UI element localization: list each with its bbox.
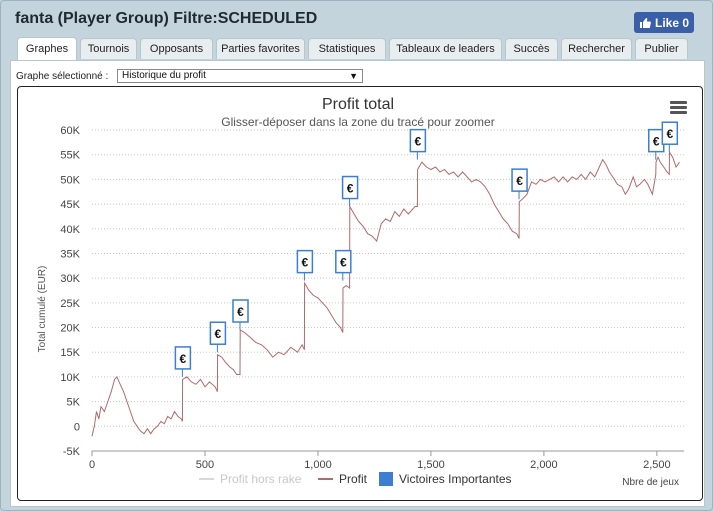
y-tick-label: -5K [63, 446, 81, 458]
y-tick-label: 50K [60, 174, 80, 186]
y-tick-label: 0 [74, 421, 80, 433]
y-tick-label: 20K [60, 323, 80, 335]
x-tick-label: 1,500 [417, 459, 445, 471]
x-tick-label: 500 [196, 459, 214, 471]
tab-opposants[interactable]: Opposants [140, 38, 213, 59]
big-win-marker[interactable]: € [232, 299, 249, 331]
y-axis-label: Total cumulé (EUR) [37, 266, 48, 353]
marker-label: € [215, 327, 222, 341]
y-tick-label: 5K [67, 397, 81, 409]
chart-menu-icon[interactable] [670, 101, 688, 115]
thumbs-up-icon [639, 17, 651, 28]
y-tick-label: 10K [60, 372, 80, 384]
x-tick-label: 2,000 [530, 459, 558, 471]
y-tick-label: 35K [60, 248, 80, 260]
chart-container[interactable]: -5K 0 5K 10K 15K 20K 25K 30K 35K 40K 45K 50K 55K 60K … [17, 86, 703, 501]
marker-label: € [237, 305, 244, 319]
facebook-like-button[interactable]: Like 0 [634, 12, 694, 33]
x-tick-label: 1,000 [304, 459, 332, 471]
tab-publier[interactable]: Publier [635, 38, 688, 59]
tab-graphes[interactable]: Graphes [17, 37, 77, 60]
legend-item-profit-hors-rake[interactable]: Profit hors rake [199, 472, 302, 486]
graph-panel: Graphe sélectionné : Historique du profi… [10, 60, 705, 507]
graph-select-value: Historique du profit [122, 70, 206, 81]
profit-chart[interactable]: -5K05K10K15K20K25K30K35K40K45K50K55K60K … [18, 87, 702, 500]
legend-item-victoires-importantes[interactable]: Victoires Importantes [379, 472, 512, 486]
big-win-marker[interactable]: € [341, 175, 359, 207]
tab-tableaux-de-leaders[interactable]: Tableaux de leaders [389, 38, 502, 59]
marker-label: € [347, 182, 354, 196]
marker-label: € [302, 256, 309, 270]
big-win-marker[interactable]: € [174, 346, 192, 377]
big-win-marker[interactable]: € [648, 128, 665, 160]
big-win-marker[interactable]: € [296, 249, 314, 281]
marker-label: € [516, 174, 523, 188]
markers-layer: € € € € € € € € € € [174, 121, 679, 377]
graph-select[interactable]: Historique du profit ▼ [117, 69, 363, 83]
dropdown-arrow-icon: ▼ [349, 71, 358, 81]
big-win-marker[interactable]: € [511, 168, 528, 200]
series-layer [91, 150, 680, 437]
marker-label: € [666, 127, 673, 141]
tab-parties-favorites[interactable]: Parties favorites [216, 38, 305, 59]
legend-label-profit-hors-rake: Profit hors rake [220, 472, 302, 486]
big-win-marker[interactable]: € [209, 321, 227, 353]
legend-label-victoires-importantes: Victoires Importantes [399, 472, 512, 486]
marker-label: € [415, 135, 422, 149]
legend-item-profit[interactable]: Profit [318, 472, 368, 486]
marker-label: € [653, 135, 660, 149]
chart-grid [92, 129, 684, 452]
tab-statistiques[interactable]: Statistiques [308, 38, 386, 59]
tab-succes[interactable]: Succès [505, 38, 558, 59]
tab-rechercher[interactable]: Rechercher [561, 38, 632, 59]
y-tick-label: 15K [60, 347, 80, 359]
y-tick-label: 55K [60, 150, 80, 162]
big-win-marker[interactable]: € [661, 121, 679, 153]
chart-subtitle: Glisser-déposer dans la zone du tracé po… [221, 115, 494, 129]
x-axis-ticks: 0 500 1,000 1,500 2,000 2,500 [89, 451, 671, 471]
x-tick-label: 2,500 [643, 459, 671, 471]
graph-select-label: Graphe sélectionné : [16, 71, 109, 82]
x-axis-label: Nbre de jeux [622, 477, 679, 488]
big-win-marker[interactable]: € [335, 249, 352, 281]
x-tick-label: 0 [89, 459, 95, 471]
like-label: Like 0 [654, 15, 690, 30]
legend: Profit hors rake Profit Victoires Import… [199, 472, 512, 486]
series-line-profit [91, 150, 680, 437]
marker-label: € [180, 352, 187, 366]
y-tick-label: 60K [60, 125, 80, 137]
big-win-marker[interactable]: € [409, 128, 427, 160]
marker-label: € [340, 256, 347, 270]
y-tick-label: 30K [60, 273, 80, 285]
chart-title: Profit total [322, 96, 394, 113]
y-tick-label: 40K [60, 224, 80, 236]
tab-tournois[interactable]: Tournois [80, 38, 137, 59]
y-tick-label: 25K [60, 298, 80, 310]
window-title: fanta (Player Group) Filtre:SCHEDULED [15, 10, 318, 27]
y-tick-label: 45K [60, 199, 80, 211]
y-axis-ticks: -5K 0 5K 10K 15K 20K 25K 30K 35K 40K 45K 50K 55K 60K [60, 125, 80, 458]
legend-label-profit: Profit [339, 472, 368, 486]
